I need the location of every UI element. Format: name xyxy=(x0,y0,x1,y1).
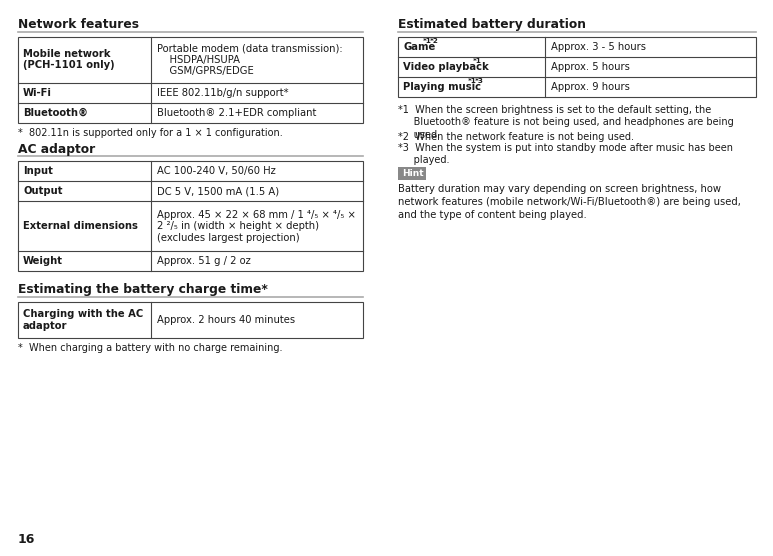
Text: External dimensions: External dimensions xyxy=(23,221,138,231)
Text: Playing music: Playing music xyxy=(403,82,481,92)
Text: Output: Output xyxy=(23,186,63,196)
Bar xyxy=(18,161,363,271)
Text: Bluetooth® 2.1+EDR compliant: Bluetooth® 2.1+EDR compliant xyxy=(157,108,316,118)
Text: Approx. 9 hours: Approx. 9 hours xyxy=(551,82,630,92)
Text: DC 5 V, 1500 mA (1.5 A): DC 5 V, 1500 mA (1.5 A) xyxy=(157,186,279,196)
Text: Approx. 51 g / 2 oz: Approx. 51 g / 2 oz xyxy=(157,256,250,266)
Text: Network features: Network features xyxy=(18,18,139,31)
Text: Charging with the AC
adaptor: Charging with the AC adaptor xyxy=(23,309,143,331)
Text: Mobile network
(PCH-1101 only): Mobile network (PCH-1101 only) xyxy=(23,49,114,71)
Text: Estimating the battery charge time*: Estimating the battery charge time* xyxy=(18,283,268,296)
Text: *  When charging a battery with no charge remaining.: * When charging a battery with no charge… xyxy=(18,343,282,353)
Text: Wi-Fi: Wi-Fi xyxy=(23,88,52,98)
Text: Game: Game xyxy=(403,42,435,52)
Text: Bluetooth®: Bluetooth® xyxy=(23,108,88,118)
Text: *2: *2 xyxy=(430,38,439,44)
Text: Battery duration may vary depending on screen brightness, how
network features (: Battery duration may vary depending on s… xyxy=(398,183,741,220)
Text: Approx. 45 × 22 × 68 mm / 1 ⁴/₅ × ⁴/₅ ×
2 ²/₅ in (width × height × depth)
(exclu: Approx. 45 × 22 × 68 mm / 1 ⁴/₅ × ⁴/₅ × … xyxy=(157,210,356,243)
Text: IEEE 802.11b/g/n support*: IEEE 802.11b/g/n support* xyxy=(157,88,288,98)
Text: Hint: Hint xyxy=(402,168,424,177)
Text: *1: *1 xyxy=(473,58,482,64)
Text: Estimated battery duration: Estimated battery duration xyxy=(398,18,586,31)
Text: Approx. 2 hours 40 minutes: Approx. 2 hours 40 minutes xyxy=(157,315,295,325)
Bar xyxy=(18,302,363,338)
Text: Weight: Weight xyxy=(23,256,63,266)
Text: AC 100-240 V, 50/60 Hz: AC 100-240 V, 50/60 Hz xyxy=(157,166,276,176)
Bar xyxy=(398,37,756,97)
Text: 16: 16 xyxy=(18,533,36,546)
Text: *1  When the screen brightness is set to the default setting, the
     Bluetooth: *1 When the screen brightness is set to … xyxy=(398,105,734,140)
Text: *  802.11n is supported only for a 1 × 1 configuration.: * 802.11n is supported only for a 1 × 1 … xyxy=(18,128,283,138)
Text: *1: *1 xyxy=(468,78,477,84)
Bar xyxy=(18,37,363,123)
Text: *3: *3 xyxy=(475,78,484,84)
Bar xyxy=(398,167,426,180)
Text: Approx. 5 hours: Approx. 5 hours xyxy=(551,62,630,72)
Text: Input: Input xyxy=(23,166,53,176)
Text: Portable modem (data transmission):
    HSDPA/HSUPA
    GSM/GPRS/EDGE: Portable modem (data transmission): HSDP… xyxy=(157,43,342,76)
Text: *1: *1 xyxy=(423,38,432,44)
Text: Approx. 3 - 5 hours: Approx. 3 - 5 hours xyxy=(551,42,645,52)
Text: AC adaptor: AC adaptor xyxy=(18,143,95,156)
Text: Video playback: Video playback xyxy=(403,62,489,72)
Text: *3  When the system is put into standby mode after music has been
     played.: *3 When the system is put into standby m… xyxy=(398,143,733,166)
Text: *2  When the network feature is not being used.: *2 When the network feature is not being… xyxy=(398,132,634,142)
